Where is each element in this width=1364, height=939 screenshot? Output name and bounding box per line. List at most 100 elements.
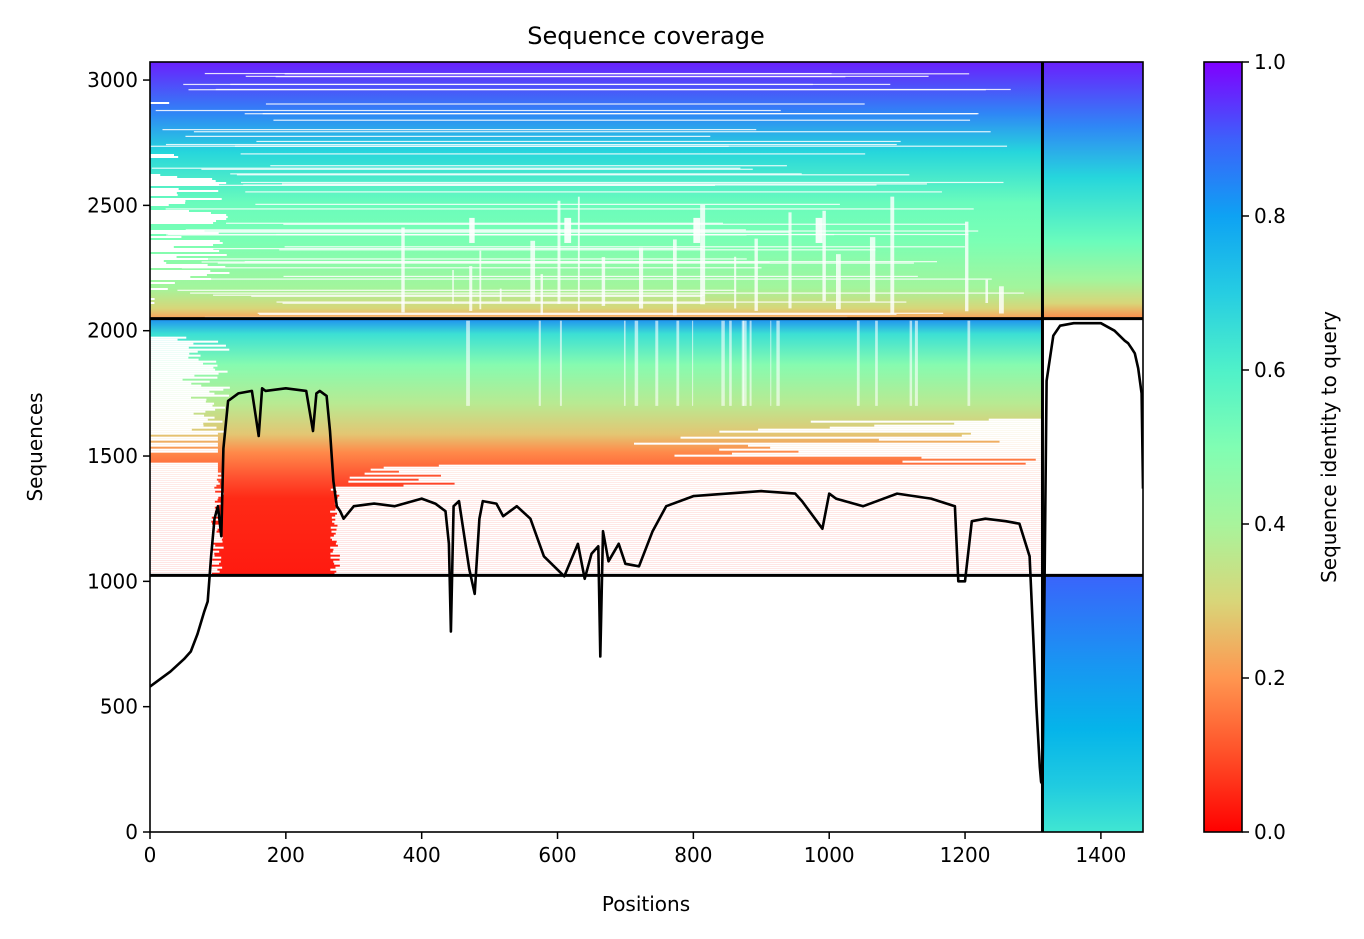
gap-segment bbox=[336, 528, 1043, 531]
gap-segment bbox=[878, 438, 1043, 441]
coverage-line-layer bbox=[150, 321, 1143, 786]
gap-column bbox=[754, 238, 758, 311]
gap-segment bbox=[150, 514, 220, 517]
gap-segment bbox=[150, 394, 230, 397]
gap-segment bbox=[150, 428, 192, 431]
gap-segment bbox=[150, 408, 216, 411]
x-tick-label: 200 bbox=[267, 843, 305, 867]
gap-column bbox=[452, 269, 454, 305]
gap-segment bbox=[150, 544, 216, 547]
gap-segment bbox=[335, 498, 1043, 501]
gap-segment bbox=[334, 572, 1043, 575]
gap-segment bbox=[150, 282, 175, 284]
gap-stripe bbox=[282, 302, 705, 304]
gap-stripe bbox=[206, 278, 992, 280]
y-tick-label: 2000 bbox=[87, 319, 138, 343]
gap-stripe bbox=[236, 174, 910, 176]
gap-column bbox=[822, 210, 826, 302]
gap-segment bbox=[454, 482, 1043, 485]
gap-segment bbox=[150, 362, 204, 365]
gap-segment bbox=[150, 508, 219, 511]
gap-column bbox=[401, 227, 405, 313]
gap-segment bbox=[150, 564, 212, 567]
gap-segment bbox=[719, 430, 1043, 433]
gap-segment bbox=[333, 548, 1043, 551]
gap-segment bbox=[150, 416, 215, 419]
gap-segment bbox=[150, 466, 218, 469]
gap-segment bbox=[829, 426, 1043, 429]
gap-segment bbox=[150, 560, 221, 563]
gap-stripe bbox=[166, 234, 747, 236]
gap-segment bbox=[150, 572, 212, 575]
gap-segment bbox=[335, 500, 1043, 503]
gap-column bbox=[676, 320, 680, 406]
gap-segment bbox=[150, 470, 218, 473]
gap-stripe bbox=[245, 191, 942, 193]
gap-segment bbox=[150, 540, 223, 543]
gap-segment bbox=[150, 384, 202, 387]
gap-segment bbox=[150, 390, 210, 393]
gap-segment bbox=[150, 360, 217, 363]
gap-segment bbox=[332, 550, 1043, 553]
gap-segment bbox=[335, 566, 1043, 569]
gap-segment bbox=[150, 222, 214, 224]
gap-segment bbox=[150, 496, 219, 499]
y-tick-label: 500 bbox=[100, 695, 138, 719]
gap-segment bbox=[150, 244, 214, 246]
gap-segment bbox=[335, 486, 1043, 489]
gap-stripe bbox=[283, 223, 967, 225]
gap-segment bbox=[1035, 458, 1043, 461]
gap-segment bbox=[150, 488, 224, 491]
gap-segment bbox=[150, 516, 212, 519]
gap-segment bbox=[150, 102, 170, 104]
block-top-right bbox=[1042, 62, 1143, 319]
gap-segment bbox=[150, 236, 182, 238]
block-bottom-right bbox=[1042, 575, 1143, 832]
gap-segment bbox=[370, 468, 1043, 471]
gap-segment bbox=[680, 436, 1043, 439]
gap-segment bbox=[339, 558, 1043, 561]
gap-stripe bbox=[251, 295, 703, 297]
gap-stripe bbox=[240, 153, 866, 155]
gap-stripe bbox=[177, 289, 737, 291]
gap-segment bbox=[330, 552, 1043, 555]
y-tick-label: 3000 bbox=[87, 68, 138, 92]
gap-segment bbox=[335, 518, 1043, 521]
gap-segment bbox=[339, 554, 1043, 557]
gap-segment bbox=[748, 444, 1043, 447]
gap-segment bbox=[150, 550, 220, 553]
gap-column bbox=[700, 204, 706, 305]
gap-segment bbox=[150, 536, 223, 539]
gap-segment bbox=[150, 486, 215, 489]
colorbar-tick-label: 0.4 bbox=[1254, 512, 1286, 536]
gap-stripe bbox=[243, 184, 877, 186]
gap-segment bbox=[150, 512, 220, 515]
gap-segment bbox=[150, 180, 216, 182]
gap-segment bbox=[150, 372, 219, 375]
gap-segment bbox=[150, 378, 183, 381]
gap-segment bbox=[331, 516, 1043, 519]
gap-stripe bbox=[213, 294, 705, 296]
gap-segment bbox=[338, 506, 1043, 509]
x-tick-label: 1000 bbox=[804, 843, 855, 867]
gap-segment bbox=[150, 338, 178, 341]
gap-segment bbox=[150, 204, 169, 206]
gap-segment bbox=[150, 502, 221, 505]
gap-segment bbox=[150, 524, 221, 527]
gap-segment bbox=[418, 478, 1043, 481]
gap-stripe bbox=[160, 231, 790, 233]
gap-column bbox=[967, 320, 971, 406]
colorbar bbox=[1203, 61, 1243, 833]
gap-stripe bbox=[276, 301, 907, 303]
gap-column bbox=[856, 320, 860, 406]
gap-stripe bbox=[162, 129, 757, 131]
gap-column bbox=[729, 320, 732, 406]
gap-segment bbox=[150, 218, 227, 220]
gap-segment bbox=[150, 190, 219, 192]
gap-segment bbox=[337, 512, 1043, 515]
gap-stripe bbox=[215, 88, 1011, 91]
gap-segment bbox=[1025, 462, 1043, 465]
gap-segment bbox=[150, 258, 209, 260]
gap-column bbox=[639, 247, 644, 309]
